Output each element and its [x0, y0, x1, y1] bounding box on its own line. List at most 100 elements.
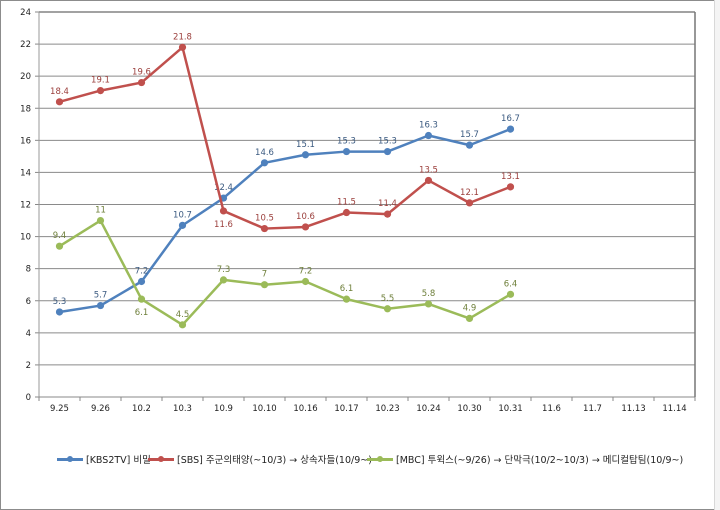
x-tick-label: 10.9 [214, 404, 233, 414]
data-label: 15.3 [337, 137, 356, 147]
legend-marker-icon [367, 453, 393, 465]
legend-item-mbc: [MBC] 투윅스(~9/26) → 단막극(10/2~10/3) → 메디컬탑… [367, 452, 683, 466]
y-tick-label: 0 [26, 393, 31, 403]
y-tick-label: 8 [26, 265, 31, 275]
data-point [301, 277, 310, 286]
data-point [506, 290, 515, 298]
x-tick-label: 10.31 [498, 404, 522, 414]
data-label: 13.5 [419, 165, 438, 175]
x-tick-label: 10.2 [132, 404, 151, 414]
data-point [178, 43, 187, 51]
data-label: 6.1 [340, 284, 354, 294]
data-label: 7 [262, 270, 267, 280]
data-label: 19.6 [132, 68, 151, 78]
data-point [55, 308, 64, 316]
legend-label: [MBC] 투윅스(~9/26) → 단막극(10/2~10/3) → 메디컬탑… [396, 455, 684, 466]
data-label: 15.1 [296, 140, 315, 150]
data-label: 7.2 [299, 267, 313, 277]
data-label: 10.6 [296, 212, 315, 222]
x-tick-label: 11.6 [542, 404, 561, 414]
y-tick-label: 6 [26, 297, 31, 307]
data-point [96, 87, 105, 95]
data-label: 4.9 [463, 303, 477, 313]
y-tick-label: 14 [20, 168, 31, 178]
legend-label: [SBS] 주군의태양(~10/3) → 상속자들(10/9~) [177, 455, 372, 466]
data-point [506, 125, 515, 133]
x-tick-label: 10.10 [252, 404, 276, 414]
data-point [424, 131, 433, 140]
data-label: 12.1 [460, 188, 479, 198]
series-line [59, 127, 511, 314]
data-point [383, 305, 392, 313]
series-line [58, 219, 512, 327]
data-point [219, 207, 228, 215]
window-edge [714, 0, 720, 510]
x-tick-label: 10.17 [334, 404, 358, 414]
legend-marker-icon [57, 453, 83, 465]
data-point [96, 301, 105, 310]
x-tick-label: 10.3 [173, 404, 192, 414]
x-tick-label: 10.24 [416, 404, 440, 414]
data-point [465, 314, 474, 322]
y-tick-label: 2 [26, 361, 31, 371]
data-label: 18.4 [50, 87, 69, 97]
data-label: 19.1 [91, 76, 110, 86]
data-point [178, 321, 187, 329]
axes [35, 11, 696, 401]
x-tick-label: 11.14 [662, 404, 686, 414]
x-axis-ticks: 9.25 9.26 10.2 10.3 10.9 10.10 10.16 10.17 10.23… [50, 404, 687, 414]
data-label: 21.8 [173, 32, 192, 42]
data-label: 11 [95, 206, 106, 216]
data-label: 4.5 [176, 310, 190, 320]
legend-item-kbs: [KBS2TV] 비밀 [57, 452, 151, 466]
data-point [506, 183, 515, 191]
data-point [178, 221, 187, 229]
data-point [55, 98, 64, 106]
data-point [260, 159, 269, 167]
data-label: 5.5 [381, 294, 395, 304]
data-label: 5.3 [53, 297, 67, 307]
legend-label: [KBS2TV] 비밀 [86, 455, 151, 466]
data-point [342, 147, 351, 156]
chart-legend: [KBS2TV] 비밀 [SBS] 주군의태양(~10/3) → 상속자들(10… [0, 452, 720, 472]
x-tick-label: 10.16 [293, 404, 317, 414]
series-line [59, 46, 511, 230]
data-label: 15.3 [378, 137, 397, 147]
data-point [424, 176, 433, 185]
x-tick-label: 10.30 [457, 404, 481, 414]
data-label: 6.4 [504, 279, 518, 289]
data-point [260, 281, 269, 289]
data-point [260, 224, 269, 233]
data-label: 16.7 [501, 114, 520, 124]
data-label: 10.5 [255, 214, 274, 224]
y-tick-label: 12 [20, 201, 31, 211]
y-tick-label: 24 [20, 8, 31, 18]
data-label: 14.6 [255, 148, 274, 158]
data-point [96, 216, 105, 225]
legend-marker-icon [148, 453, 174, 465]
data-series: 5.3 5.7 7.2 10.7 12.4 14.6 15.1 15.3 15.3 16.3 15.… [50, 32, 520, 329]
data-label: 16.3 [419, 121, 438, 131]
x-tick-label: 9.26 [91, 404, 110, 414]
data-point [424, 300, 433, 308]
x-tick-label: 9.25 [50, 404, 69, 414]
y-tick-label: 4 [26, 329, 31, 339]
data-label: 12.4 [214, 183, 233, 193]
data-point [137, 277, 146, 286]
legend-item-sbs: [SBS] 주군의태양(~10/3) → 상속자들(10/9~) [148, 452, 372, 466]
data-label: 15.7 [460, 130, 479, 140]
data-label: 5.8 [422, 289, 436, 299]
data-label: 5.7 [94, 291, 108, 301]
data-point [301, 151, 310, 159]
data-label: 11.4 [378, 199, 397, 209]
x-tick-label: 10.23 [375, 404, 399, 414]
data-label: 10.7 [173, 210, 192, 220]
data-point [137, 78, 146, 87]
data-point [465, 199, 474, 207]
data-point [465, 141, 474, 149]
data-point [383, 147, 392, 156]
data-point [383, 210, 392, 218]
data-point [342, 208, 351, 217]
y-tick-label: 22 [20, 40, 31, 50]
